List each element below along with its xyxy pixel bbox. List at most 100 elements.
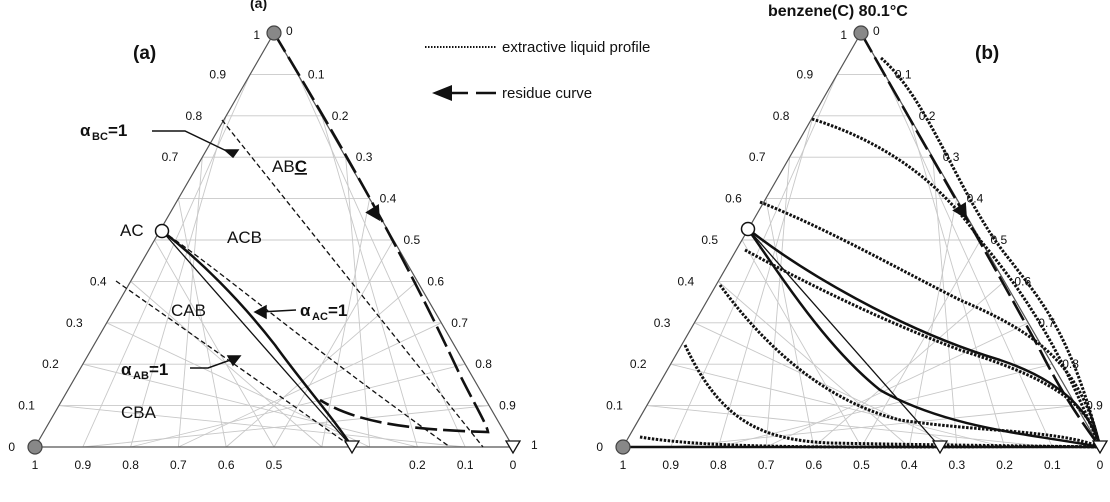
panel-a-straight-line — [161, 230, 353, 448]
panel-b-left-tick: 0.2 — [630, 357, 647, 371]
alpha-ab-callout — [190, 357, 237, 369]
panel-b-straight-line — [747, 228, 941, 448]
panel-b-left-tick: 0.8 — [773, 109, 790, 123]
panel-a-top-zero: 0 — [286, 24, 293, 38]
panel-b-grid-r — [908, 198, 958, 448]
panel-a-grid-r — [297, 74, 466, 448]
panel-a-right-tick: 0.4 — [380, 192, 397, 206]
panel-b-bottom-tick: 0.6 — [805, 458, 822, 472]
panel-b-right-tick: 0.4 — [967, 192, 984, 206]
panel-a-grid-r — [321, 115, 418, 448]
ternary-panel-b: 0.9 0.8 0.7 0.6 0.5 0.4 0.3 0.2 0.1 0.1 0.2 0.3 0.4 0… — [596, 24, 1109, 472]
panel-a-grid-l — [130, 281, 323, 448]
panel-a-bottom-tick: 0.1 — [457, 458, 474, 472]
alpha-bc-callout — [152, 130, 236, 156]
region-label-abc: ABC — [272, 157, 307, 176]
panel-b-separatrix — [746, 228, 1101, 449]
panel-b-top-vertex-marker — [853, 25, 869, 41]
panel-a-grid-r — [321, 198, 371, 448]
region-label-cab: CAB — [171, 301, 206, 320]
panel-b-grid-r — [908, 115, 1006, 448]
panel-b-bottom-tick: 0.3 — [949, 458, 966, 472]
panel-b-corner-br: 0 — [1097, 458, 1104, 472]
panel-a-grid-r — [345, 157, 371, 448]
panel-b-bottom-tick: 0.2 — [996, 458, 1013, 472]
panel-a-right-tick: 0.7 — [451, 316, 468, 330]
panel-b-grid-l — [741, 239, 862, 448]
panel-a-right-tick: 0.9 — [499, 399, 516, 413]
panel-b-grid-r — [932, 157, 958, 448]
panel-a-corner-zero: 0 — [8, 440, 15, 454]
panel-b-triangle-marker — [931, 440, 949, 455]
panel-a-bottom-tick: 0.5 — [266, 458, 283, 472]
panel-b-curve-2 — [747, 228, 1102, 448]
panel-a-corner-br: 0 — [510, 458, 517, 472]
panel-b-label: (b) — [975, 43, 999, 64]
panel-b-grid-r — [861, 239, 981, 448]
panel-a-right-one: 1 — [531, 438, 538, 452]
alpha-ab-label: α AB =1 — [121, 360, 168, 382]
panel-a-azeotrope-marker — [154, 223, 170, 239]
panel-a-right-tick: 0.1 — [308, 67, 325, 81]
panel-a-left-tick: 0.3 — [66, 316, 83, 330]
panel-b-corner-zero: 0 — [596, 440, 603, 454]
legend-residue-arrow — [432, 85, 452, 101]
panel-a-separatrix — [161, 230, 354, 448]
svg-text:BC: BC — [92, 131, 108, 143]
svg-text:=1: =1 — [108, 121, 127, 140]
panel-a-left-tick: 0.7 — [162, 150, 179, 164]
svg-text:AB: AB — [133, 370, 149, 382]
panel-b-extractive-5 — [718, 284, 1101, 449]
panel-b-left-tick: 0.6 — [725, 192, 742, 206]
panel-a-grid-l — [58, 405, 466, 448]
panel-b-grid-l — [646, 405, 1053, 448]
panel-a-title-fragment: (a) — [250, 0, 267, 11]
panel-b-left-tick: 0.3 — [654, 316, 671, 330]
legend-extractive-label: extractive liquid profile — [502, 39, 650, 56]
panel-a-bottom-tick: 0.2 — [409, 458, 426, 472]
panel-a-corner-bl: 1 — [32, 458, 39, 472]
panel-b-right-vertex-marker — [1091, 440, 1109, 455]
panel-a-right-tick: 0.3 — [356, 150, 373, 164]
panel-a-right-tick: 0.5 — [404, 233, 421, 247]
panel-a-left-vertex-marker — [27, 439, 43, 455]
svg-text:α: α — [300, 301, 311, 320]
panel-b-grid-l — [670, 363, 1005, 448]
panel-a-top-one: 1 — [253, 28, 260, 42]
alpha-bc-label: α BC =1 — [80, 121, 127, 143]
panel-a-bottom-tick: 0.7 — [170, 458, 187, 472]
svg-text:=1: =1 — [328, 301, 347, 320]
panel-b-residue-curve — [859, 32, 1102, 448]
panel-b-right-tick: 0.1 — [895, 67, 912, 81]
panel-a-top-vertex-marker — [266, 25, 282, 41]
panel-a-grid-l — [154, 239, 275, 448]
panel-b-grid-l — [717, 281, 910, 448]
panel-b-right-tick: 0.8 — [1062, 357, 1079, 371]
panel-b-right-tick: 0.9 — [1086, 399, 1103, 413]
alpha-ac-label: α AC =1 — [300, 301, 347, 323]
panel-b-left-tick: 0.9 — [797, 67, 814, 81]
panel-a-grid-l — [106, 322, 370, 448]
panel-b-bottom-tick: 0.4 — [901, 458, 918, 472]
panel-a-grid-r — [273, 239, 394, 448]
panel-b-left-tick: 0.1 — [606, 399, 623, 413]
panel-b-bottom-tick: 0.5 — [853, 458, 870, 472]
region-label-acb: ACB — [227, 228, 262, 247]
panel-a-right-vertex-marker — [504, 440, 522, 455]
panel-b-corner-bl: 1 — [620, 458, 627, 472]
panel-b-right-tick: 0.5 — [991, 233, 1008, 247]
panel-a-label: (a) — [133, 43, 156, 64]
panel-b-top-zero: 0 — [873, 24, 880, 38]
panel-a-left-tick: 0.2 — [42, 357, 59, 371]
panel-a-left-tick: 0.9 — [209, 67, 226, 81]
panel-b-left-tick: 0.7 — [749, 150, 766, 164]
panel-b-left-tick: 0.4 — [678, 274, 695, 288]
panel-b-residue-arrow — [952, 202, 967, 219]
panel-a-residue-curve — [272, 32, 490, 434]
panel-b-grid-r — [884, 74, 1053, 448]
panel-a-residue-arrow — [365, 204, 380, 221]
panel-b-left-vertex-marker — [615, 439, 631, 455]
panel-b-bottom-tick: 0.9 — [662, 458, 679, 472]
ternary-panel-a: 0.9 0.8 0.7 0.4 0.3 0.2 0.1 0.1 0.2 0.3 0.4 0.5 0.6 0… — [8, 24, 538, 472]
